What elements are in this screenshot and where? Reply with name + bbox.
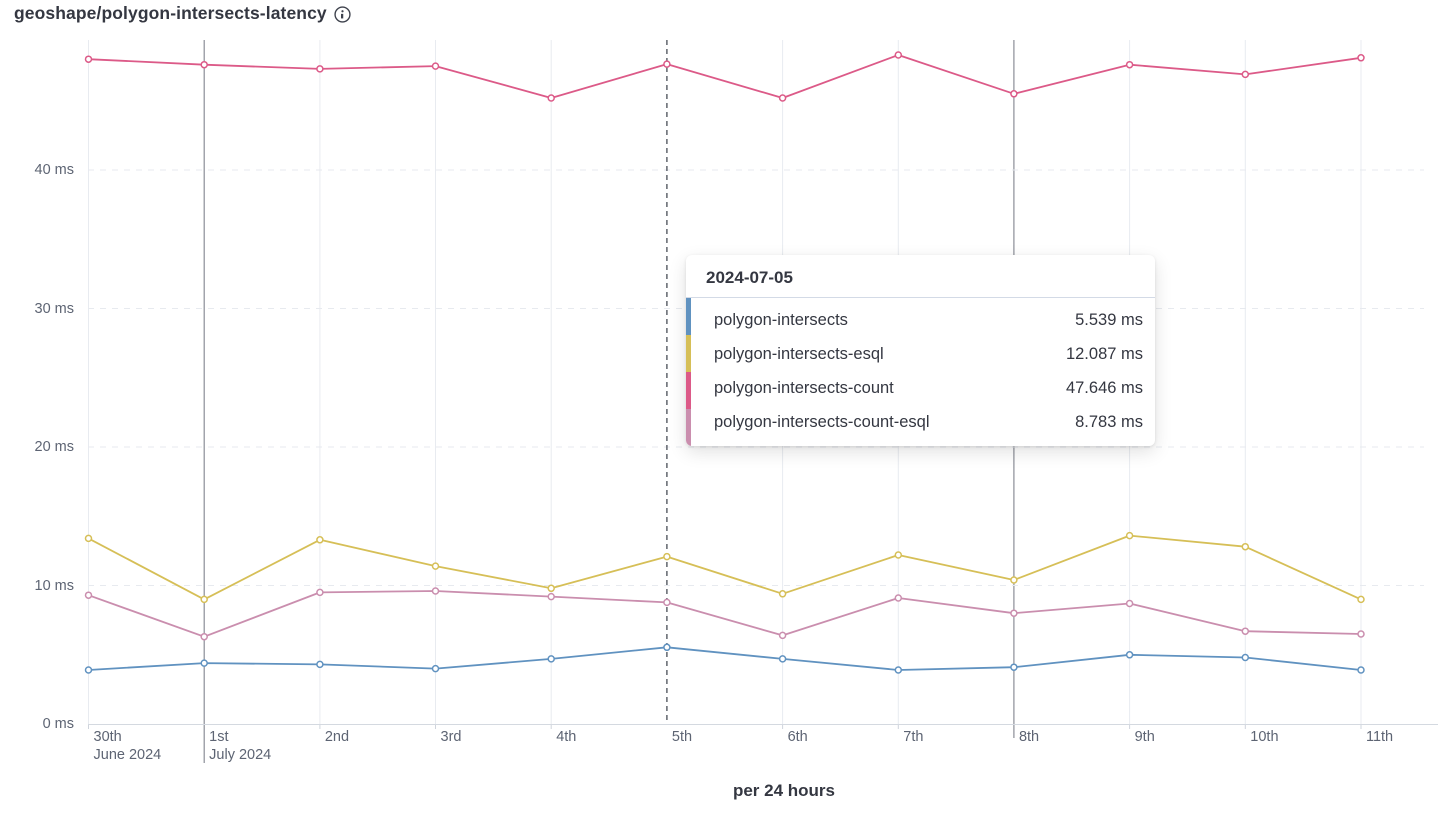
data-point-polygon-intersects-count[interactable] bbox=[1357, 54, 1365, 62]
series-line-polygon-intersects-esql bbox=[88, 534, 1362, 601]
x-axis-tick-label: 7th bbox=[903, 729, 924, 745]
series-color-swatch bbox=[686, 372, 691, 409]
data-point-polygon-intersects-count-esql[interactable] bbox=[663, 598, 671, 607]
series-color-swatch bbox=[686, 335, 691, 372]
data-point-polygon-intersects-count[interactable] bbox=[894, 51, 903, 59]
tooltip-series-value: 12.087 ms bbox=[1065, 344, 1143, 363]
data-point-polygon-intersects-esql[interactable] bbox=[1357, 595, 1365, 604]
data-point-polygon-intersects-count-esql[interactable] bbox=[1010, 609, 1018, 617]
data-point-polygon-intersects-count[interactable] bbox=[663, 60, 671, 68]
data-point-polygon-intersects-count[interactable] bbox=[778, 94, 787, 102]
tooltip-row: polygon-intersects-esql 12.087 ms bbox=[686, 337, 1155, 371]
data-point-polygon-intersects-esql[interactable] bbox=[84, 534, 93, 543]
x-axis-title: per 24 hours bbox=[732, 781, 836, 800]
data-point-polygon-intersects-count-esql[interactable] bbox=[1357, 630, 1365, 638]
data-point-polygon-intersects-esql[interactable] bbox=[200, 595, 208, 604]
y-axis-tick-label: 10 ms bbox=[34, 577, 75, 594]
y-axis-tick-label: 20 ms bbox=[34, 439, 75, 455]
series-color-swatch bbox=[686, 409, 691, 446]
data-point-polygon-intersects-esql[interactable] bbox=[1010, 576, 1018, 584]
tooltip-series-label: polygon-intersects-esql bbox=[714, 344, 884, 363]
chart-title-bar: geoshape/polygon-intersects-latency bbox=[14, 3, 351, 24]
tooltip-row: polygon-intersects-count-esql 8.783 ms bbox=[686, 405, 1155, 439]
x-axis-tick-label: 9th bbox=[1134, 729, 1155, 745]
x-axis-tick-label: 4th bbox=[556, 729, 577, 745]
data-point-polygon-intersects-count[interactable] bbox=[1125, 60, 1134, 69]
tooltip-series-value: 5.539 ms bbox=[1075, 310, 1143, 329]
data-point-polygon-intersects-count[interactable] bbox=[84, 55, 93, 63]
data-point-polygon-intersects[interactable] bbox=[547, 655, 555, 663]
data-point-polygon-intersects-esql[interactable] bbox=[1125, 531, 1134, 540]
series-line-polygon-intersects-count-esql bbox=[88, 590, 1362, 638]
data-point-polygon-intersects-count-esql[interactable] bbox=[1241, 627, 1250, 635]
data-point-polygon-intersects-count-esql[interactable] bbox=[894, 594, 903, 602]
x-axis-tick-label: 30th June 2024 bbox=[94, 728, 206, 764]
y-axis-tick-label: 40 ms bbox=[34, 162, 75, 178]
data-point-polygon-intersects-esql[interactable] bbox=[316, 536, 324, 544]
tooltip-series-value: 47.646 ms bbox=[1065, 378, 1143, 397]
data-point-polygon-intersects-count-esql[interactable] bbox=[778, 631, 787, 640]
x-axis-tick-label: 11th bbox=[1365, 729, 1394, 745]
data-point-polygon-intersects-esql[interactable] bbox=[663, 552, 671, 561]
x-axis-tick-label: 6th bbox=[787, 729, 808, 745]
data-point-polygon-intersects-esql[interactable] bbox=[778, 590, 787, 598]
data-point-polygon-intersects-count[interactable] bbox=[431, 62, 440, 70]
x-axis-tick-label: 10th bbox=[1250, 729, 1279, 745]
data-point-polygon-intersects-count[interactable] bbox=[1010, 90, 1018, 98]
data-point-polygon-intersects-count-esql[interactable] bbox=[84, 591, 93, 599]
data-point-polygon-intersects[interactable] bbox=[431, 664, 440, 673]
tooltip-series-label: polygon-intersects bbox=[714, 310, 848, 329]
y-axis-tick-label: 30 ms bbox=[34, 300, 75, 317]
tooltip-series-label: polygon-intersects-count-esql bbox=[714, 412, 930, 431]
data-point-polygon-intersects[interactable] bbox=[778, 655, 787, 663]
data-point-polygon-intersects-count-esql[interactable] bbox=[1125, 599, 1134, 608]
data-point-polygon-intersects-count-esql[interactable] bbox=[200, 632, 208, 641]
info-icon[interactable] bbox=[334, 5, 351, 23]
data-point-polygon-intersects[interactable] bbox=[894, 666, 903, 674]
data-point-polygon-intersects[interactable] bbox=[663, 643, 671, 652]
y-axis-tick-label: 0 ms bbox=[42, 716, 74, 732]
data-point-polygon-intersects-count[interactable] bbox=[316, 65, 324, 73]
series-line-polygon-intersects-count bbox=[88, 54, 1362, 99]
x-axis-tick-sublabel: July 2024 bbox=[209, 747, 272, 763]
data-point-polygon-intersects-count[interactable] bbox=[200, 60, 208, 69]
data-point-polygon-intersects-count[interactable] bbox=[547, 94, 555, 102]
data-point-polygon-intersects[interactable] bbox=[316, 660, 324, 669]
tooltip-rows: polygon-intersects 5.539 ms polygon-inte… bbox=[686, 298, 1155, 446]
x-axis-tick-label: 5th bbox=[671, 729, 693, 745]
data-point-polygon-intersects-count-esql[interactable] bbox=[431, 587, 440, 595]
data-point-polygon-intersects-count-esql[interactable] bbox=[547, 592, 555, 601]
tooltip-date: 2024-07-05 bbox=[686, 255, 1155, 298]
x-axis-tick-label: 3rd bbox=[440, 729, 462, 745]
data-point-polygon-intersects-esql[interactable] bbox=[1241, 542, 1250, 551]
data-point-polygon-intersects-esql[interactable] bbox=[431, 562, 440, 570]
chart-title: geoshape/polygon-intersects-latency bbox=[14, 3, 327, 23]
x-axis-tick-label: 1st July 2024 bbox=[209, 728, 321, 764]
latency-line-chart[interactable] bbox=[0, 0, 1440, 770]
data-point-polygon-intersects-esql[interactable] bbox=[894, 551, 903, 559]
tooltip-row: polygon-intersects 5.539 ms bbox=[686, 303, 1155, 337]
x-axis-tick-label: 2nd bbox=[324, 729, 350, 745]
chart-tooltip: 2024-07-05 polygon-intersects 5.539 ms p… bbox=[686, 255, 1155, 446]
data-point-polygon-intersects[interactable] bbox=[1357, 666, 1365, 674]
data-point-polygon-intersects[interactable] bbox=[200, 659, 208, 667]
data-point-polygon-intersects-esql[interactable] bbox=[547, 584, 555, 593]
x-axis-tick-label: 8th bbox=[1018, 729, 1040, 745]
tooltip-series-value: 8.783 ms bbox=[1075, 412, 1143, 431]
tooltip-color-strip bbox=[686, 298, 691, 446]
series-color-swatch bbox=[686, 298, 691, 335]
data-point-polygon-intersects[interactable] bbox=[84, 666, 93, 674]
data-point-polygon-intersects-count-esql[interactable] bbox=[316, 588, 324, 597]
data-point-polygon-intersects-count[interactable] bbox=[1241, 70, 1250, 79]
x-axis-tick-sublabel: June 2024 bbox=[93, 747, 162, 763]
tooltip-series-label: polygon-intersects-count bbox=[714, 378, 894, 397]
series-line-polygon-intersects bbox=[88, 646, 1362, 671]
data-point-polygon-intersects[interactable] bbox=[1125, 651, 1134, 659]
data-point-polygon-intersects[interactable] bbox=[1010, 663, 1018, 671]
data-point-polygon-intersects[interactable] bbox=[1241, 653, 1250, 662]
tooltip-row: polygon-intersects-count 47.646 ms bbox=[686, 371, 1155, 405]
